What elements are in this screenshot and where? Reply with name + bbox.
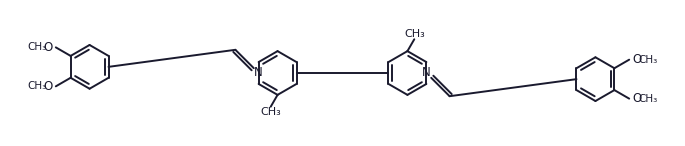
Text: CH₃: CH₃ xyxy=(260,107,281,117)
Text: CH₃: CH₃ xyxy=(638,94,658,104)
Text: O: O xyxy=(632,53,641,66)
Text: O: O xyxy=(44,80,53,93)
Text: CH₃: CH₃ xyxy=(27,81,47,91)
Text: CH₃: CH₃ xyxy=(404,29,425,39)
Text: O: O xyxy=(44,41,53,54)
Text: N: N xyxy=(254,66,263,80)
Text: CH₃: CH₃ xyxy=(27,42,47,52)
Text: CH₃: CH₃ xyxy=(638,55,658,65)
Text: O: O xyxy=(632,92,641,105)
Text: N: N xyxy=(422,66,431,80)
